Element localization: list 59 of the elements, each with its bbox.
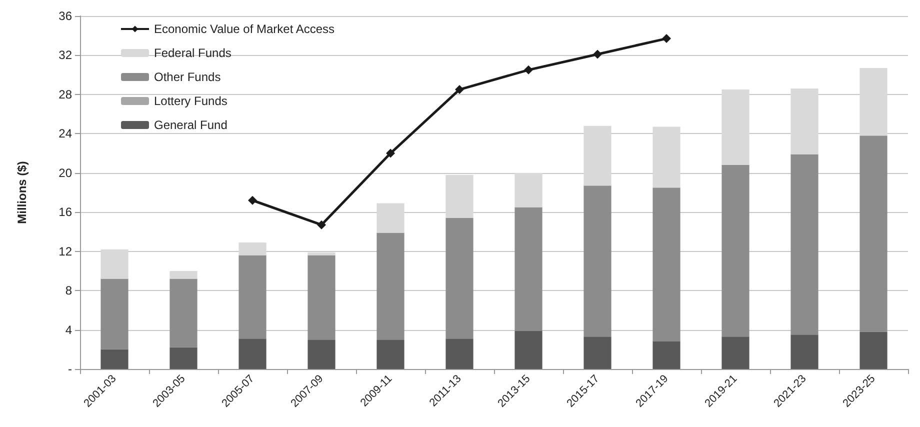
legend-label: Economic Value of Market Access [154,22,335,36]
bar [100,349,128,369]
bar [652,126,680,188]
point [386,148,395,158]
point [248,196,257,205]
bar [238,338,266,369]
bar [652,342,680,369]
bar [238,255,266,339]
bar [790,334,818,369]
legend-label: General Fund [154,118,228,132]
y-tick-label: 8 [65,284,72,298]
point [662,34,671,44]
bar [514,330,542,369]
y-tick-label: 12 [58,244,72,258]
bar [514,172,542,208]
bar [722,165,750,337]
bar [790,88,818,154]
bar [860,136,888,332]
bar [100,278,128,350]
point [593,50,602,59]
bar [238,242,266,256]
bar [790,154,818,335]
bar [860,332,888,369]
bar [170,347,198,369]
bar [170,278,198,348]
bar [722,90,750,166]
bar [446,218,474,339]
y-tick-label: 4 [65,322,72,337]
bar [100,249,128,279]
y-axis-title: Millions ($) [15,161,29,224]
bar [376,232,404,340]
bar [652,188,680,342]
bar [446,338,474,369]
bar [308,255,336,340]
y-tick-label: 20 [58,166,72,180]
point [524,65,533,74]
point [317,220,326,230]
bar [722,336,750,369]
y-tick-label: 28 [58,87,72,102]
y-tick-label: 16 [58,205,72,220]
legend-label: Other Funds [154,70,221,84]
bar [376,340,404,369]
legend-label: Lottery Funds [154,94,228,108]
legend-label: Federal Funds [154,46,232,60]
y-tick-label: - [68,362,72,376]
y-tick-label: 24 [58,126,72,141]
bar [584,126,612,186]
bar [308,340,336,369]
bar [860,68,888,136]
point [455,85,464,94]
y-tick-label: 32 [58,48,72,62]
y-tick-label: 36 [58,9,72,23]
bar [584,186,612,337]
bar [584,336,612,369]
bar [170,270,198,279]
bar [446,174,474,218]
bar [376,203,404,233]
bar [514,207,542,331]
bar [308,252,336,256]
